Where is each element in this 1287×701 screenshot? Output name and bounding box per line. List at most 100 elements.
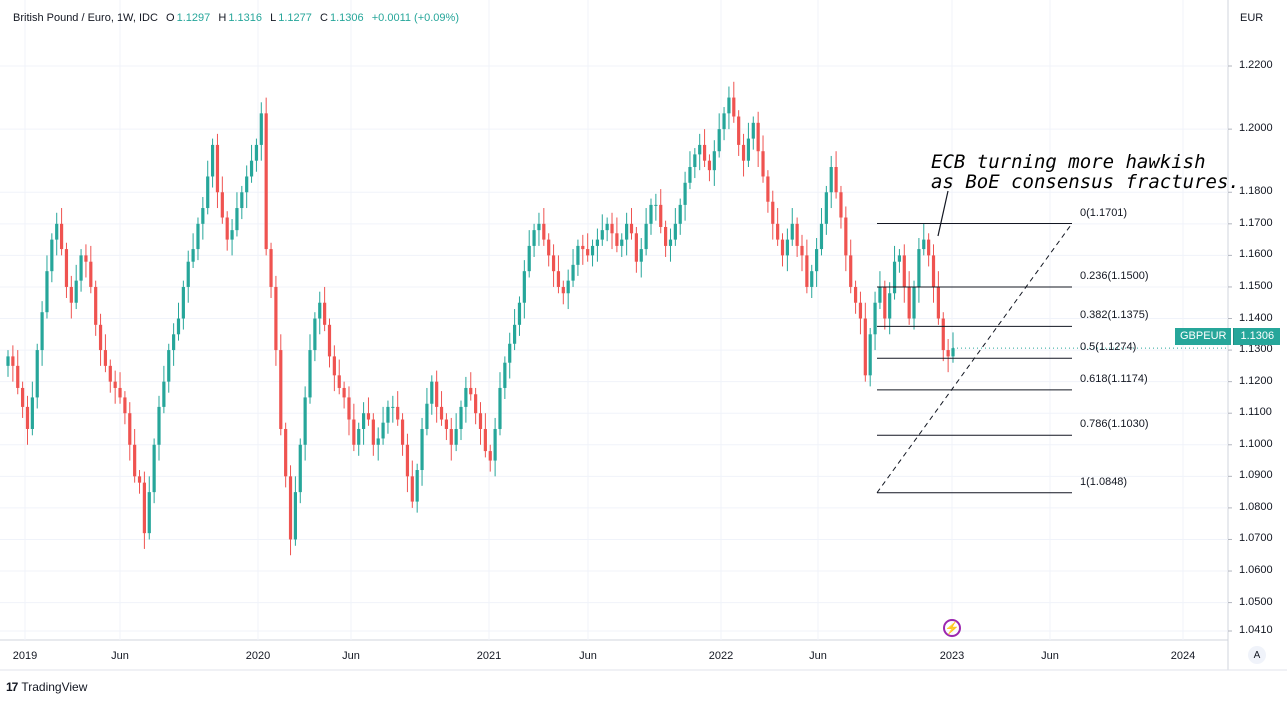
annotation-line-1: ECB turning more hawkish xyxy=(931,151,1206,173)
tradingview-logo-icon: 17 xyxy=(6,680,18,694)
close-value: 1.1306 xyxy=(329,12,364,24)
y-tick-label: 1.2000 xyxy=(1239,122,1273,135)
candle-body xyxy=(527,245,531,272)
candle-body xyxy=(269,249,273,287)
candle-body xyxy=(40,312,44,351)
candle-body xyxy=(780,239,785,256)
candle-body xyxy=(858,302,863,319)
candle-body xyxy=(600,230,604,240)
candle-body xyxy=(790,223,794,240)
candle-body xyxy=(707,160,712,171)
candle-body xyxy=(259,113,263,145)
candle-body xyxy=(912,286,916,319)
chart-annotation[interactable]: ECB turning more hawkish as BoE consensu… xyxy=(931,152,1240,192)
y-tick-label: 1.2200 xyxy=(1239,59,1273,71)
auto-scale-button[interactable]: A xyxy=(1248,646,1266,664)
candle-body xyxy=(435,381,439,407)
change-value: +0.0011 (+0.09%) xyxy=(371,12,459,24)
candle-body xyxy=(254,144,259,161)
candle-body xyxy=(702,144,707,161)
candle-body xyxy=(771,201,775,224)
candle-body xyxy=(454,428,458,445)
candle-body xyxy=(162,381,166,407)
fib-level-label: 1(1.0848) xyxy=(1080,475,1128,488)
candle-body xyxy=(776,223,780,240)
high-value: 1.1316 xyxy=(228,12,262,24)
candle-body xyxy=(186,261,190,287)
candle-body xyxy=(391,406,395,408)
candle-body xyxy=(167,350,171,382)
candle-body xyxy=(883,286,887,319)
x-tick-label: 2020 xyxy=(245,650,271,662)
candle-body xyxy=(951,348,955,357)
annotation-line-2: as BoE consensus fractures. xyxy=(931,171,1240,193)
candle-body xyxy=(785,239,789,256)
brand-label: TradingView xyxy=(21,680,88,694)
candle-body xyxy=(420,428,424,471)
candle-body xyxy=(59,223,64,250)
candle-body xyxy=(133,444,137,477)
candle-body xyxy=(210,144,215,177)
candle-body xyxy=(196,223,200,250)
candle-body xyxy=(303,397,307,445)
currency-label: EUR xyxy=(1240,12,1264,24)
candle-body xyxy=(595,239,600,246)
y-tick-label: 1.0500 xyxy=(1239,595,1273,608)
candle-body xyxy=(220,192,224,218)
candle-body xyxy=(819,223,824,250)
candle-body xyxy=(892,261,897,294)
candle-body xyxy=(756,122,760,152)
x-tick-label: 2023 xyxy=(939,650,965,662)
candle-body xyxy=(113,381,117,388)
candle-body xyxy=(737,116,741,145)
y-tick-label: 1.1300 xyxy=(1239,343,1273,356)
candle-body xyxy=(824,192,828,224)
candle-body xyxy=(917,249,921,287)
candle-body xyxy=(298,444,302,493)
candle-body xyxy=(45,271,49,313)
candle-body xyxy=(576,245,580,265)
annotation-pointer xyxy=(937,190,949,237)
candle-body xyxy=(30,397,34,429)
candle-body xyxy=(805,255,809,287)
candle-body xyxy=(605,223,609,231)
candle-body xyxy=(610,223,614,234)
candle-body xyxy=(137,476,142,483)
candle-body xyxy=(21,387,25,407)
candle-body xyxy=(288,476,293,540)
candle-body xyxy=(308,350,312,398)
price-badge: GBPEUR 1.1306 xyxy=(1175,328,1281,345)
candle-body xyxy=(201,208,205,224)
lightning-bolt-icon[interactable]: ⚡ xyxy=(943,619,961,637)
y-tick-label: 1.1500 xyxy=(1239,279,1273,292)
fib-level-label: 0(1.1701) xyxy=(1080,206,1128,219)
candle-body xyxy=(839,192,843,218)
y-tick-label: 1.1000 xyxy=(1239,437,1273,450)
candle-body xyxy=(293,492,297,540)
candle-body xyxy=(532,230,536,246)
candle-body xyxy=(498,387,502,429)
candle-body xyxy=(693,154,697,168)
candle-body xyxy=(625,223,629,240)
candle-body xyxy=(654,204,658,206)
candle-body xyxy=(118,387,122,398)
candle-body xyxy=(376,438,380,445)
candle-body xyxy=(586,249,590,256)
tradingview-brand[interactable]: 17 TradingView xyxy=(6,680,87,694)
candle-body xyxy=(907,286,911,319)
candle-body xyxy=(352,419,356,445)
fib-level-label: 0.382(1.1375) xyxy=(1080,309,1149,322)
candle-body xyxy=(556,271,561,287)
candle-body xyxy=(318,302,322,319)
candle-body xyxy=(512,324,517,344)
candle-body xyxy=(79,255,83,281)
x-tick-label: 2022 xyxy=(708,650,734,662)
candle-body xyxy=(795,223,799,246)
candle-body xyxy=(410,476,414,502)
candle-body xyxy=(722,113,726,130)
x-tick-label: Jun xyxy=(809,650,827,662)
candle-body xyxy=(844,217,848,256)
candle-body xyxy=(206,176,210,209)
x-tick-label: Jun xyxy=(1041,650,1059,662)
